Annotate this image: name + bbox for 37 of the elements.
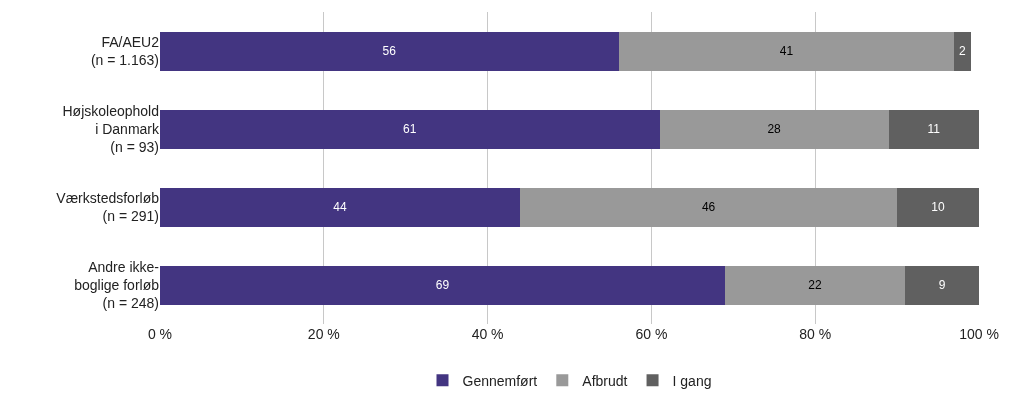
bar	[160, 31, 619, 71]
bar	[888, 109, 979, 149]
x-tick-label: 100 %	[959, 326, 999, 342]
x-tick-label: 80 %	[799, 326, 832, 342]
bar	[160, 265, 726, 305]
data-label: 41	[779, 44, 794, 58]
data-label: 69	[435, 278, 450, 292]
data-label: 44	[333, 200, 348, 214]
legend-label: Afbrudt	[582, 372, 628, 389]
data-label: 56	[382, 44, 397, 58]
y-tick-label: FA/AEU2 (n = 1.163)	[90, 33, 160, 68]
x-tick-label: 60 %	[635, 326, 668, 342]
y-tick-label: Højskoleophold i Danmark (n = 93)	[62, 102, 160, 156]
bar	[520, 187, 898, 227]
bar	[160, 109, 660, 149]
data-label: 22	[808, 278, 823, 292]
bar	[954, 31, 971, 71]
legend-label: Gennemført	[462, 372, 538, 389]
bar	[160, 187, 521, 227]
x-tick-label: 0 %	[147, 326, 173, 342]
x-tick-label: 20 %	[307, 326, 340, 342]
bar	[659, 109, 889, 149]
data-label: 46	[701, 200, 716, 214]
data-label: 9	[938, 278, 946, 292]
legend-label: I gang	[672, 372, 712, 389]
data-label: 11	[927, 122, 941, 136]
bar	[905, 265, 979, 305]
y-tick-label: Andre ikke- boglige forløb (n = 248)	[74, 258, 160, 312]
data-label: 61	[402, 122, 417, 136]
bar	[725, 265, 906, 305]
x-tick-label: 40 %	[471, 326, 504, 342]
bar	[897, 187, 979, 227]
y-tick-label: Værkstedsforløb (n = 291)	[56, 189, 160, 224]
data-label: 10	[931, 200, 945, 214]
bar	[618, 31, 955, 71]
data-label: 28	[767, 122, 782, 136]
data-label: 2	[959, 44, 967, 58]
